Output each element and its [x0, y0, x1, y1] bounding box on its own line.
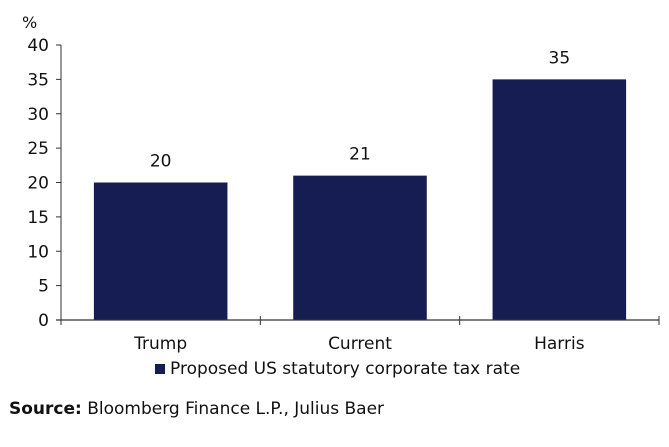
x-category-label: Harris	[534, 334, 585, 354]
legend-label: Proposed US statutory corporate tax rate	[170, 359, 521, 379]
y-tick-label: 20	[27, 174, 49, 194]
data-label-trump: 20	[150, 152, 172, 172]
x-category-label: Trump	[133, 334, 187, 354]
data-label-current: 21	[349, 145, 371, 165]
y-tick-label: 15	[27, 208, 49, 228]
y-tick-label: 5	[38, 277, 49, 297]
y-tick-label: 35	[27, 70, 49, 90]
bar-harris	[492, 79, 627, 320]
source-note: Source: Bloomberg Finance L.P., Julius B…	[9, 399, 384, 419]
x-category-label: Current	[328, 334, 392, 354]
y-tick-label: 25	[27, 139, 49, 159]
legend: Proposed US statutory corporate tax rate	[155, 359, 520, 379]
y-axis-unit-label: %	[22, 13, 37, 32]
source-text: Bloomberg Finance L.P., Julius Baer	[81, 399, 385, 419]
source-prefix: Source:	[9, 399, 82, 419]
bar-current	[293, 175, 427, 320]
bar-trump	[93, 182, 228, 320]
y-tick-label: 30	[27, 105, 49, 125]
legend-swatch	[155, 364, 165, 374]
data-label-harris: 35	[549, 48, 571, 68]
y-tick-label: 0	[38, 311, 49, 331]
y-tick-label: 10	[27, 242, 49, 262]
y-tick-label: 40	[27, 36, 49, 56]
